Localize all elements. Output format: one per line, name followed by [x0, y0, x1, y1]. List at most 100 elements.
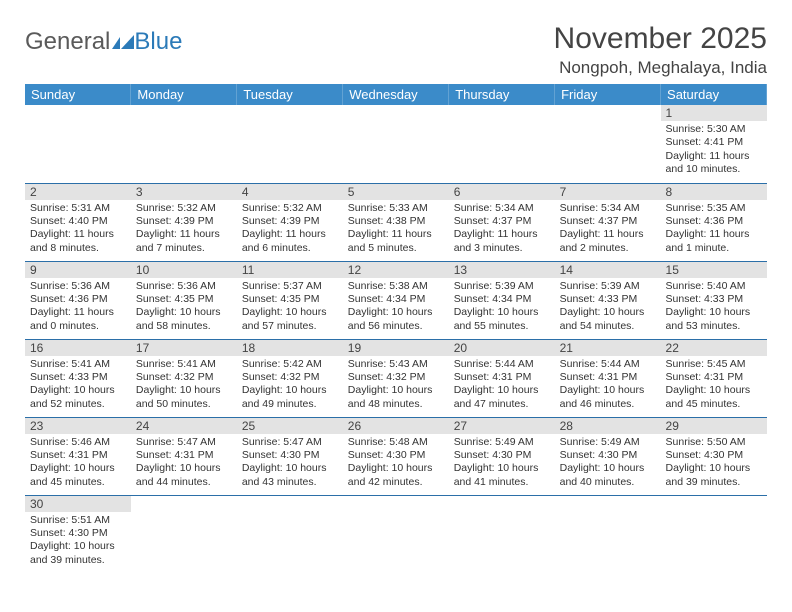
calendar-cell: 24Sunrise: 5:47 AMSunset: 4:31 PMDayligh… — [131, 417, 237, 495]
day-header: Wednesday — [343, 84, 449, 105]
calendar-table: SundayMondayTuesdayWednesdayThursdayFrid… — [25, 84, 767, 573]
calendar-cell — [343, 105, 449, 183]
calendar-cell: 9Sunrise: 5:36 AMSunset: 4:36 PMDaylight… — [25, 261, 131, 339]
calendar-cell — [237, 105, 343, 183]
calendar-week-row: 9Sunrise: 5:36 AMSunset: 4:36 PMDaylight… — [25, 261, 767, 339]
calendar-cell: 1Sunrise: 5:30 AMSunset: 4:41 PMDaylight… — [661, 105, 767, 183]
calendar-cell: 20Sunrise: 5:44 AMSunset: 4:31 PMDayligh… — [449, 339, 555, 417]
day-details: Sunrise: 5:36 AMSunset: 4:36 PMDaylight:… — [25, 278, 131, 337]
day-number: 1 — [661, 105, 767, 121]
logo-flag-icon — [112, 28, 134, 42]
day-details: Sunrise: 5:46 AMSunset: 4:31 PMDaylight:… — [25, 434, 131, 493]
day-details: Sunrise: 5:45 AMSunset: 4:31 PMDaylight:… — [661, 356, 767, 415]
day-number: 10 — [131, 262, 237, 278]
day-number: 16 — [25, 340, 131, 356]
day-details: Sunrise: 5:34 AMSunset: 4:37 PMDaylight:… — [449, 200, 555, 259]
day-details: Sunrise: 5:31 AMSunset: 4:40 PMDaylight:… — [25, 200, 131, 259]
calendar-cell — [449, 495, 555, 573]
day-details: Sunrise: 5:42 AMSunset: 4:32 PMDaylight:… — [237, 356, 343, 415]
day-number: 15 — [661, 262, 767, 278]
day-details: Sunrise: 5:34 AMSunset: 4:37 PMDaylight:… — [555, 200, 661, 259]
header: General Blue November 2025 Nongpoh, Megh… — [25, 22, 767, 78]
calendar-cell — [661, 495, 767, 573]
day-details: Sunrise: 5:47 AMSunset: 4:31 PMDaylight:… — [131, 434, 237, 493]
calendar-cell: 22Sunrise: 5:45 AMSunset: 4:31 PMDayligh… — [661, 339, 767, 417]
calendar-cell: 25Sunrise: 5:47 AMSunset: 4:30 PMDayligh… — [237, 417, 343, 495]
day-number: 27 — [449, 418, 555, 434]
day-details: Sunrise: 5:35 AMSunset: 4:36 PMDaylight:… — [661, 200, 767, 259]
calendar-cell — [555, 105, 661, 183]
calendar-cell: 21Sunrise: 5:44 AMSunset: 4:31 PMDayligh… — [555, 339, 661, 417]
calendar-week-row: 23Sunrise: 5:46 AMSunset: 4:31 PMDayligh… — [25, 417, 767, 495]
day-number: 23 — [25, 418, 131, 434]
calendar-cell: 8Sunrise: 5:35 AMSunset: 4:36 PMDaylight… — [661, 183, 767, 261]
day-number: 11 — [237, 262, 343, 278]
calendar-cell: 12Sunrise: 5:38 AMSunset: 4:34 PMDayligh… — [343, 261, 449, 339]
day-details: Sunrise: 5:37 AMSunset: 4:35 PMDaylight:… — [237, 278, 343, 337]
day-details: Sunrise: 5:32 AMSunset: 4:39 PMDaylight:… — [131, 200, 237, 259]
calendar-cell — [131, 105, 237, 183]
day-details: Sunrise: 5:49 AMSunset: 4:30 PMDaylight:… — [449, 434, 555, 493]
day-details: Sunrise: 5:49 AMSunset: 4:30 PMDaylight:… — [555, 434, 661, 493]
day-number: 26 — [343, 418, 449, 434]
day-details: Sunrise: 5:44 AMSunset: 4:31 PMDaylight:… — [449, 356, 555, 415]
calendar-cell: 16Sunrise: 5:41 AMSunset: 4:33 PMDayligh… — [25, 339, 131, 417]
day-details: Sunrise: 5:41 AMSunset: 4:32 PMDaylight:… — [131, 356, 237, 415]
day-number: 8 — [661, 184, 767, 200]
day-number: 22 — [661, 340, 767, 356]
location: Nongpoh, Meghalaya, India — [554, 58, 767, 78]
day-number: 14 — [555, 262, 661, 278]
calendar-cell: 19Sunrise: 5:43 AMSunset: 4:32 PMDayligh… — [343, 339, 449, 417]
day-header: Friday — [555, 84, 661, 105]
calendar-cell: 18Sunrise: 5:42 AMSunset: 4:32 PMDayligh… — [237, 339, 343, 417]
day-number: 3 — [131, 184, 237, 200]
day-details: Sunrise: 5:38 AMSunset: 4:34 PMDaylight:… — [343, 278, 449, 337]
calendar-cell: 23Sunrise: 5:46 AMSunset: 4:31 PMDayligh… — [25, 417, 131, 495]
day-details: Sunrise: 5:32 AMSunset: 4:39 PMDaylight:… — [237, 200, 343, 259]
calendar-cell: 15Sunrise: 5:40 AMSunset: 4:33 PMDayligh… — [661, 261, 767, 339]
day-header: Monday — [131, 84, 237, 105]
day-header: Thursday — [449, 84, 555, 105]
day-details: Sunrise: 5:50 AMSunset: 4:30 PMDaylight:… — [661, 434, 767, 493]
calendar-cell — [449, 105, 555, 183]
day-number: 18 — [237, 340, 343, 356]
day-number: 29 — [661, 418, 767, 434]
calendar-week-row: 1Sunrise: 5:30 AMSunset: 4:41 PMDaylight… — [25, 105, 767, 183]
day-number: 20 — [449, 340, 555, 356]
day-number: 17 — [131, 340, 237, 356]
day-number: 9 — [25, 262, 131, 278]
calendar-cell: 11Sunrise: 5:37 AMSunset: 4:35 PMDayligh… — [237, 261, 343, 339]
day-details: Sunrise: 5:30 AMSunset: 4:41 PMDaylight:… — [661, 121, 767, 180]
calendar-cell: 10Sunrise: 5:36 AMSunset: 4:35 PMDayligh… — [131, 261, 237, 339]
month-title: November 2025 — [554, 22, 767, 56]
calendar-cell: 17Sunrise: 5:41 AMSunset: 4:32 PMDayligh… — [131, 339, 237, 417]
calendar-cell: 7Sunrise: 5:34 AMSunset: 4:37 PMDaylight… — [555, 183, 661, 261]
calendar-cell: 26Sunrise: 5:48 AMSunset: 4:30 PMDayligh… — [343, 417, 449, 495]
calendar-header-row: SundayMondayTuesdayWednesdayThursdayFrid… — [25, 84, 767, 105]
day-details: Sunrise: 5:39 AMSunset: 4:34 PMDaylight:… — [449, 278, 555, 337]
calendar-cell: 6Sunrise: 5:34 AMSunset: 4:37 PMDaylight… — [449, 183, 555, 261]
day-header: Sunday — [25, 84, 131, 105]
day-number: 2 — [25, 184, 131, 200]
day-details: Sunrise: 5:51 AMSunset: 4:30 PMDaylight:… — [25, 512, 131, 571]
calendar-cell: 29Sunrise: 5:50 AMSunset: 4:30 PMDayligh… — [661, 417, 767, 495]
day-details: Sunrise: 5:33 AMSunset: 4:38 PMDaylight:… — [343, 200, 449, 259]
day-number: 13 — [449, 262, 555, 278]
calendar-cell: 13Sunrise: 5:39 AMSunset: 4:34 PMDayligh… — [449, 261, 555, 339]
calendar-cell: 30Sunrise: 5:51 AMSunset: 4:30 PMDayligh… — [25, 495, 131, 573]
day-number: 28 — [555, 418, 661, 434]
calendar-cell — [131, 495, 237, 573]
day-number: 24 — [131, 418, 237, 434]
calendar-cell: 2Sunrise: 5:31 AMSunset: 4:40 PMDaylight… — [25, 183, 131, 261]
calendar-cell: 3Sunrise: 5:32 AMSunset: 4:39 PMDaylight… — [131, 183, 237, 261]
calendar-cell — [555, 495, 661, 573]
logo-text-1: General — [25, 28, 110, 56]
calendar-cell: 28Sunrise: 5:49 AMSunset: 4:30 PMDayligh… — [555, 417, 661, 495]
day-number: 30 — [25, 496, 131, 512]
day-number: 7 — [555, 184, 661, 200]
day-number: 19 — [343, 340, 449, 356]
day-number: 21 — [555, 340, 661, 356]
calendar-cell: 5Sunrise: 5:33 AMSunset: 4:38 PMDaylight… — [343, 183, 449, 261]
calendar-cell: 27Sunrise: 5:49 AMSunset: 4:30 PMDayligh… — [449, 417, 555, 495]
day-details: Sunrise: 5:43 AMSunset: 4:32 PMDaylight:… — [343, 356, 449, 415]
